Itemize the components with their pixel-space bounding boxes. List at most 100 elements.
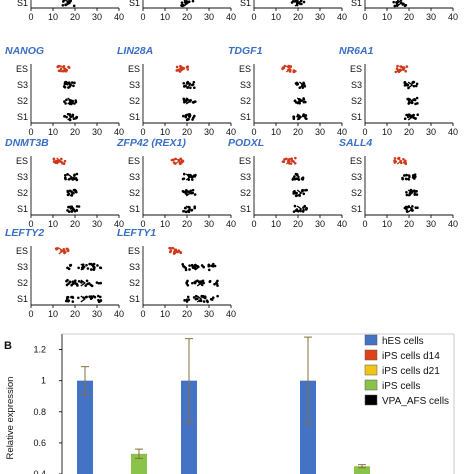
data-point [67,205,70,209]
data-point [182,264,185,268]
data-point [64,102,67,105]
gene-title: NANOG [5,45,44,57]
data-point [88,295,91,298]
data-point [201,294,205,298]
data-point [404,159,407,163]
x-tick-label: 0 [140,309,145,319]
row-label: S3 [240,172,251,182]
data-point [96,294,100,298]
x-tick-label: 0 [140,12,145,22]
data-point [292,117,296,121]
row-label: ES [128,64,140,74]
data-point [295,83,299,86]
data-point [413,97,416,101]
data-point [211,296,215,299]
data-point [72,84,75,88]
row-label: S3 [17,80,28,90]
data-point [297,178,301,181]
data-point [194,294,198,298]
data-point [99,299,102,303]
row-label: S3 [129,80,140,90]
row-label: S3 [129,172,140,182]
gene-title: DNMT3B [5,137,49,149]
data-point [67,299,71,302]
row-label: ES [128,156,140,166]
y-tick-label: 0.4 [33,469,46,474]
x-tick-label: 0 [251,12,256,22]
data-point [175,69,179,72]
median-marker [298,81,305,89]
data-point [288,70,292,73]
x-tick-label: 20 [182,127,192,137]
data-point [185,282,189,285]
data-point [303,84,307,88]
data-point [60,157,63,161]
median-marker [396,0,403,7]
data-point [403,80,407,84]
row-label: ES [16,246,28,256]
x-tick-label: 30 [426,12,436,22]
data-point [191,266,195,269]
median-marker [172,247,179,255]
data-point [189,189,193,193]
data-point [303,115,307,118]
data-point [281,66,285,70]
row-label: S3 [351,80,362,90]
data-point [192,80,196,84]
x-tick-label: 30 [92,309,102,319]
data-point [399,0,403,2]
data-point [193,206,196,210]
data-point [95,281,99,284]
x-tick-label: 40 [114,219,124,229]
median-marker [407,81,414,89]
data-point [90,262,93,266]
data-point [283,158,286,161]
x-tick-label: 40 [226,219,236,229]
row-label: ES [239,64,251,74]
data-point [302,192,306,196]
row-label: S1 [17,112,28,122]
data-point [75,282,78,286]
x-tick-label: 30 [426,127,436,137]
row-label: S3 [17,262,28,272]
data-point [180,159,184,162]
data-point [75,205,79,208]
data-point [192,175,195,178]
data-point [182,209,186,213]
data-point [301,86,305,89]
data-point [213,282,216,286]
x-tick-label: 20 [404,127,414,137]
x-tick-label: 30 [204,127,214,137]
data-point [211,262,215,266]
data-point [72,188,76,192]
x-tick-label: 40 [448,127,458,137]
data-point [172,161,176,164]
row-label: S2 [129,278,140,288]
data-point [189,86,192,90]
data-point [63,173,67,177]
data-point [182,81,186,85]
median-marker [405,173,412,181]
data-point [169,246,172,250]
data-point [302,0,306,4]
x-tick-label: 40 [448,219,458,229]
data-point [302,208,305,212]
data-point [77,205,81,208]
data-point [405,210,409,213]
x-tick-label: 30 [92,127,102,137]
data-point [185,298,189,302]
row-label: S2 [240,188,251,198]
row-label: S2 [240,96,251,106]
data-point [216,294,219,298]
row-label: S1 [129,294,140,304]
data-point [181,114,185,118]
data-point [414,84,418,88]
median-marker [67,173,73,181]
data-point [183,299,186,302]
data-point [73,281,77,284]
median-marker [174,157,181,165]
x-tick-label: 30 [315,12,325,22]
x-tick-label: 20 [70,309,80,319]
data-point [289,162,293,165]
x-tick-label: 30 [204,219,214,229]
